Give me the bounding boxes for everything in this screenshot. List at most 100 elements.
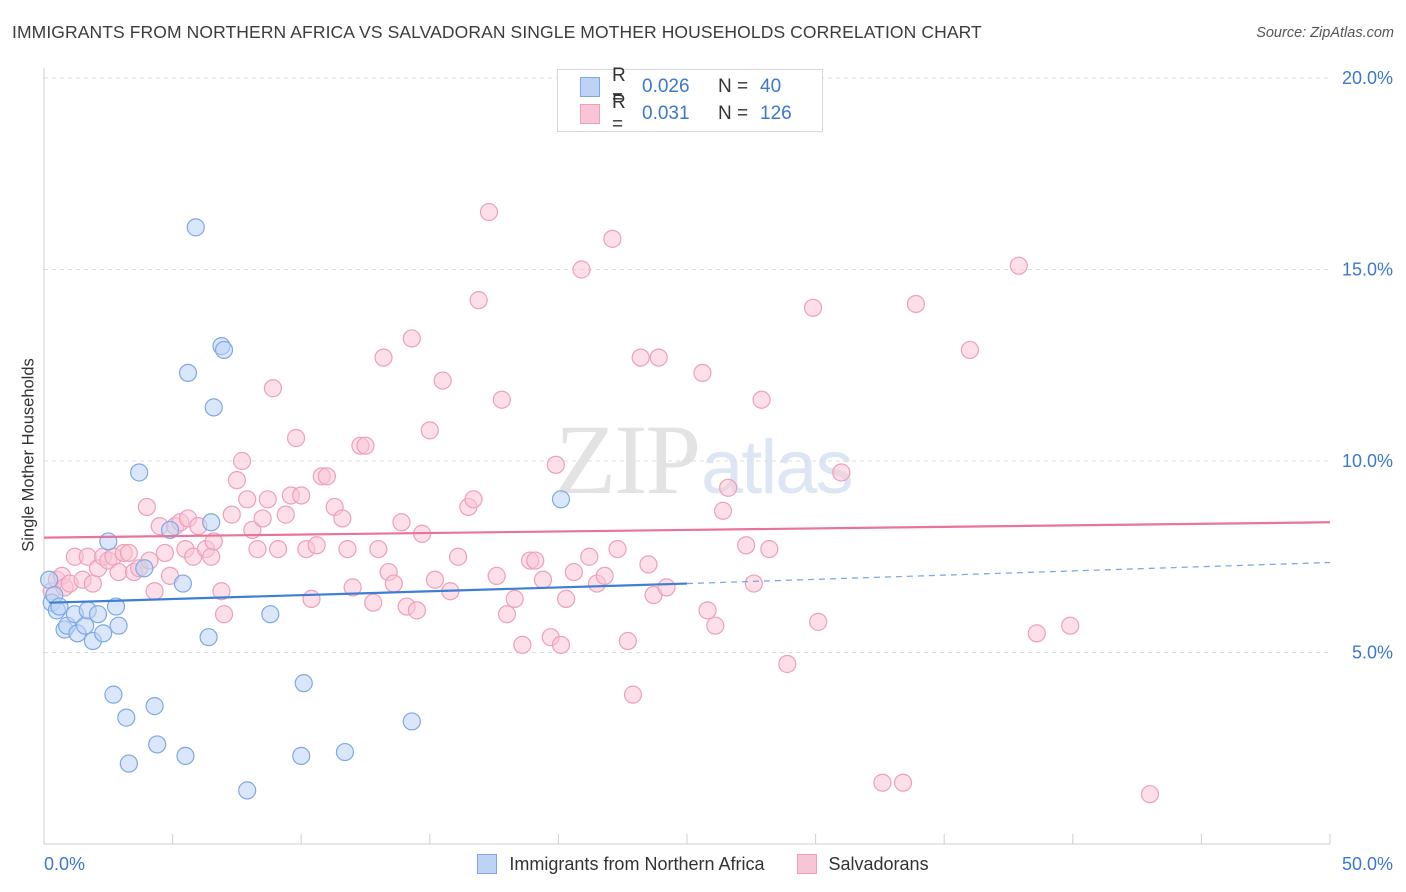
point-northern-africa	[292, 746, 311, 766]
watermark: ZIPatlas	[555, 402, 854, 517]
point-northern-africa	[204, 398, 223, 417]
point-salvadoran	[595, 566, 614, 586]
point-northern-africa	[186, 218, 205, 237]
point-salvadoran	[631, 348, 650, 367]
y-tick-label: 15.0%	[1342, 260, 1393, 280]
point-northern-africa	[40, 570, 59, 589]
point-salvadoran	[292, 486, 311, 505]
point-salvadoran	[232, 451, 252, 471]
point-salvadoran	[227, 471, 246, 490]
trendline-salvadorans	[43, 521, 1331, 539]
point-salvadoran	[497, 605, 517, 624]
point-salvadoran	[204, 532, 223, 551]
n-value: 40	[760, 76, 782, 97]
point-salvadoran	[698, 601, 717, 620]
point-salvadoran	[649, 348, 668, 367]
point-salvadoran	[719, 478, 738, 497]
point-salvadoran	[533, 570, 553, 589]
point-salvadoran	[356, 436, 375, 455]
point-salvadoran	[333, 509, 352, 528]
point-northern-africa	[145, 697, 164, 716]
x-tick-label: 0.0%	[44, 854, 85, 874]
point-salvadoran	[639, 555, 658, 574]
n-value: 126	[760, 103, 792, 124]
chart-title: IMMIGRANTS FROM NORTHERN AFRICA VS SALVA…	[12, 22, 982, 42]
point-salvadoran	[83, 574, 102, 593]
point-salvadoran	[238, 490, 257, 509]
point-salvadoran	[1027, 624, 1046, 643]
point-salvadoran	[693, 363, 712, 383]
point-salvadoran	[222, 505, 241, 524]
point-salvadoran	[752, 390, 771, 409]
point-salvadoran	[137, 497, 156, 517]
point-salvadoran	[803, 298, 823, 317]
point-salvadoran	[1009, 256, 1028, 275]
point-northern-africa	[88, 605, 108, 624]
point-northern-africa	[199, 628, 218, 647]
legend-item-northern-africa[interactable]: Immigrants from Northern Africa	[477, 854, 765, 875]
point-salvadoran	[407, 601, 427, 620]
point-salvadoran	[369, 539, 388, 559]
trendline-northern-africa-extension	[686, 561, 1331, 585]
point-salvadoran	[276, 505, 295, 524]
point-northern-africa	[238, 781, 257, 800]
r-value: 0.026	[642, 76, 690, 97]
point-salvadoran	[448, 547, 468, 566]
y-tick-label: 10.0%	[1342, 451, 1393, 471]
blue-swatch	[477, 854, 498, 874]
point-northern-africa	[135, 559, 154, 578]
point-salvadoran	[253, 509, 272, 528]
point-salvadoran	[657, 578, 676, 597]
point-salvadoran	[374, 348, 393, 367]
source-label: Source: ZipAtlas.com	[1256, 25, 1394, 41]
point-salvadoran	[464, 490, 483, 509]
pink-swatch	[796, 854, 817, 874]
point-northern-africa	[119, 754, 138, 773]
point-salvadoran	[893, 773, 913, 792]
point-northern-africa	[402, 712, 421, 731]
point-northern-africa	[335, 742, 355, 762]
point-salvadoran	[546, 455, 565, 474]
point-salvadoran	[479, 202, 499, 222]
r-key: R =	[612, 65, 626, 108]
r-value: 0.031	[642, 103, 690, 124]
point-salvadoran	[402, 329, 421, 348]
series-legend: Immigrants from Northern Africa Salvador…	[0, 852, 1406, 876]
point-salvadoran	[420, 421, 439, 440]
point-salvadoran	[832, 463, 851, 482]
x-tick-label: 50.0%	[1342, 854, 1393, 874]
point-salvadoran	[526, 551, 545, 570]
point-salvadoran	[384, 574, 403, 593]
point-salvadoran	[580, 547, 599, 566]
point-northern-africa	[104, 685, 123, 704]
point-salvadoran	[487, 566, 506, 586]
point-salvadoran	[258, 490, 277, 509]
point-salvadoran	[248, 539, 267, 559]
stats-legend-row-blue: R = 0.026 N = 40	[580, 65, 782, 108]
point-northern-africa	[294, 674, 313, 693]
point-salvadoran	[212, 582, 231, 601]
r-key: R =	[612, 92, 626, 135]
y-tick-label: 5.0%	[1352, 643, 1393, 663]
blue-swatch	[580, 77, 600, 97]
pink-swatch	[580, 104, 600, 124]
point-salvadoran	[713, 501, 733, 520]
point-northern-africa	[94, 624, 113, 643]
point-salvadoran	[706, 616, 725, 635]
point-northern-africa	[106, 597, 126, 616]
point-salvadoran	[906, 294, 926, 314]
point-salvadoran	[572, 260, 591, 279]
point-salvadoran	[343, 578, 362, 597]
point-salvadoran	[564, 562, 583, 582]
point-salvadoran	[873, 773, 892, 792]
point-northern-africa	[109, 616, 128, 635]
point-salvadoran	[263, 379, 283, 398]
legend-item-salvadorans[interactable]: Salvadorans	[796, 854, 929, 875]
point-salvadoran	[268, 539, 288, 559]
point-salvadoran	[425, 570, 445, 589]
point-salvadoran	[317, 467, 337, 486]
point-salvadoran	[608, 539, 627, 559]
point-northern-africa	[202, 513, 221, 532]
point-northern-africa	[117, 708, 136, 727]
point-salvadoran	[286, 428, 306, 448]
